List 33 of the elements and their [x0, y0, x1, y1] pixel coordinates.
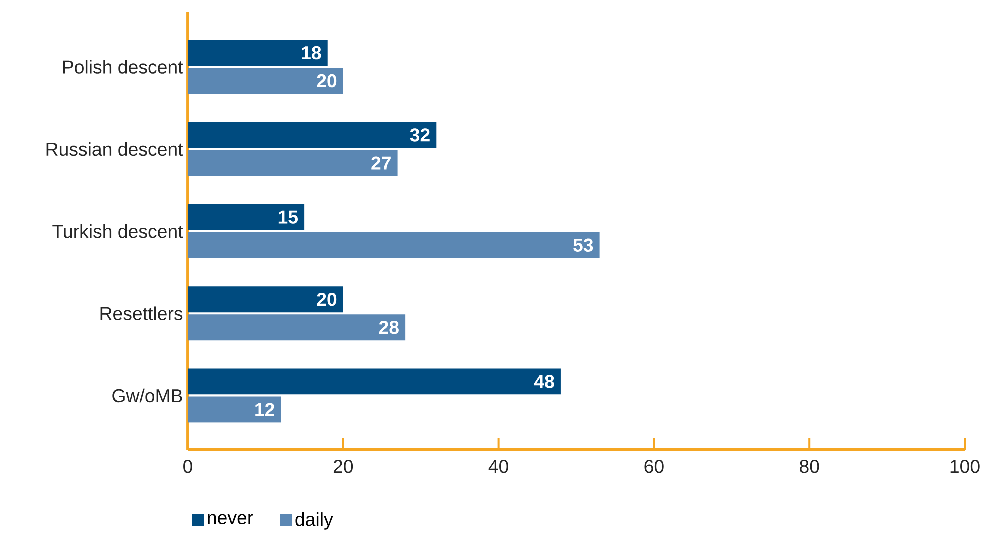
bar [188, 204, 305, 230]
data-label: 48 [534, 375, 554, 388]
data-label: 53 [574, 238, 594, 252]
y-tick-label: Russian descent [46, 142, 184, 156]
data-label: 32 [410, 128, 430, 142]
bar [188, 150, 398, 176]
y-tick-label: Resettlers [100, 306, 183, 320]
data-label: 18 [302, 46, 322, 60]
x-tick-label: 40 [488, 460, 508, 474]
data-label: 15 [278, 210, 298, 224]
bar [188, 232, 600, 258]
y-tick-label: Gw/oMB [112, 388, 182, 403]
legend-label: daily [296, 512, 334, 530]
legend-label: never [208, 514, 254, 525]
x-tick-label: 0 [184, 460, 192, 474]
bar [188, 68, 344, 94]
data-label: 20 [317, 74, 337, 88]
x-tick-label: 100 [950, 460, 980, 474]
x-tick-label: 60 [644, 460, 664, 474]
data-label: 27 [372, 156, 391, 170]
y-tick-label: Polish descent [63, 60, 184, 74]
data-label: 12 [256, 403, 274, 416]
bar [188, 40, 328, 66]
bar [188, 396, 282, 423]
data-label: 28 [379, 320, 399, 334]
x-tick-label: 80 [800, 460, 820, 474]
bar [188, 314, 406, 341]
bar [188, 122, 437, 148]
bar [188, 286, 344, 313]
data-label: 20 [317, 292, 337, 306]
x-tick-label: 20 [334, 460, 354, 474]
bar [188, 368, 561, 395]
y-tick-label: Turkish descent [52, 224, 184, 238]
